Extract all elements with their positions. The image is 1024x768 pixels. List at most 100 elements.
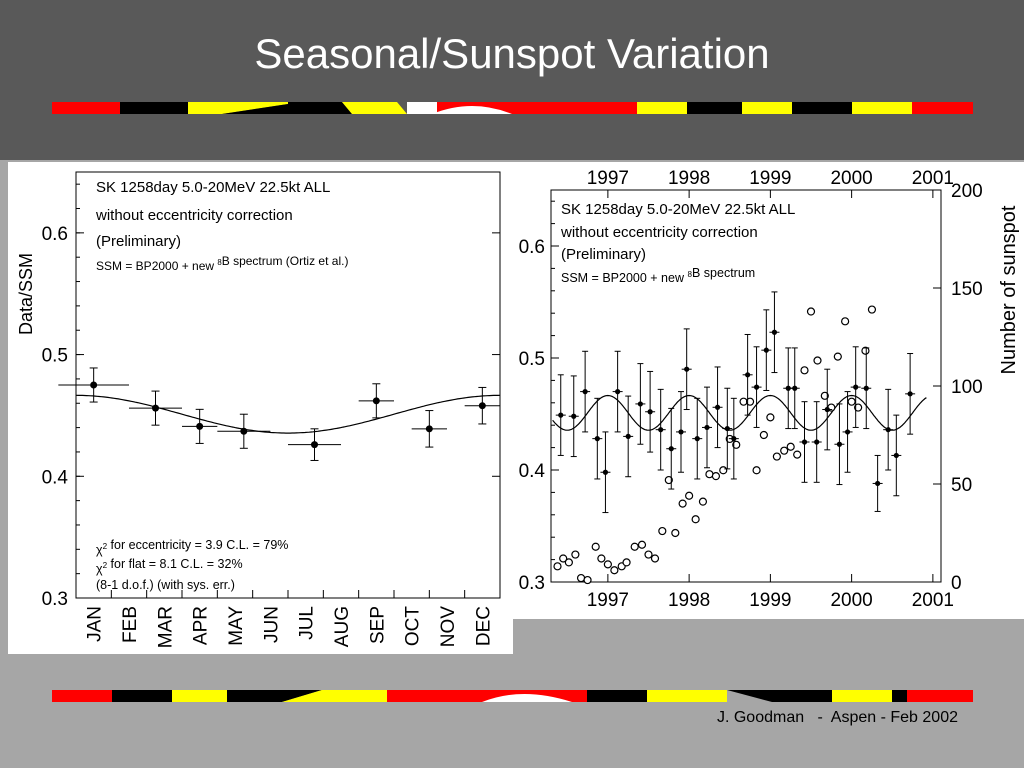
chi-square-notes: χ2 for eccentricity = 3.9 C.L. = 79%χ2 f… (96, 538, 288, 592)
sunspot-point (813, 356, 822, 365)
x-tick-label: 1999 (749, 590, 791, 611)
data-point (58, 367, 129, 403)
y2-tick-label: 0 (951, 573, 962, 594)
data-point (861, 347, 872, 430)
x-tick-label: 1998 (668, 590, 710, 611)
x-tick-label: JUN (261, 606, 282, 643)
data-point (411, 410, 447, 448)
data-point (692, 397, 703, 480)
x-tick-label: OCT (403, 606, 424, 647)
annotation-line: (Preliminary) (96, 233, 181, 250)
sunspot-point (793, 450, 802, 459)
sunspot-point (559, 554, 568, 563)
data-point (635, 363, 646, 445)
sunspot-point (752, 466, 761, 475)
data-point (555, 374, 566, 456)
data-point (655, 388, 666, 471)
annotation-line: SSM = BP2000 + new 8B spectrum (Ortiz et… (96, 254, 348, 273)
data-point (783, 347, 794, 430)
y2-tick-label: 200 (951, 181, 983, 202)
y-axis-label: Data/SSM (16, 253, 36, 335)
y-tick-labels: 0.3 0.4 0.5 0.6 (519, 200, 559, 594)
sunspot-point (678, 499, 687, 508)
sunspot-point (711, 472, 721, 481)
sunspot-chart: Number of sunspot 0.3 0.4 0.5 0.6 0 50 100 150… (519, 168, 1020, 611)
annotation-line: without eccentricity correction (560, 224, 758, 241)
sunspot-point (597, 554, 606, 563)
x-tick-label-top: 1998 (668, 168, 710, 189)
data-points (555, 291, 916, 514)
annotation-line: SK 1258day 5.0-20MeV 22.5kt ALL (96, 179, 330, 196)
data-point (676, 391, 686, 473)
y2-tick-label: 100 (951, 377, 983, 398)
seasonal-chart-panel: Data/SSM 0.3 0.4 0.5 0.6 JAN FEB MAR APR MAY JUN… (8, 162, 513, 654)
data-point (822, 368, 833, 451)
data-point (761, 309, 772, 391)
x-tick-label: JUL (297, 606, 318, 640)
annotation-line: without eccentricity correction (95, 207, 293, 224)
sunspot-point (847, 397, 856, 406)
sunspot-point (553, 562, 562, 571)
data-point (645, 370, 656, 453)
slide-title: Seasonal/Sunspot Variation (254, 30, 770, 77)
sunspot-point (564, 558, 573, 567)
data-point (217, 413, 271, 449)
seasonal-chart: Data/SSM 0.3 0.4 0.5 0.6 JAN FEB MAR APR MAY JUN… (16, 171, 501, 648)
sunspot-point (583, 575, 592, 585)
data-point (129, 390, 182, 426)
data-point (905, 353, 916, 435)
y-tick-label: 0.5 (42, 346, 68, 367)
sunspot-point (732, 440, 741, 449)
sunspot-point (854, 403, 863, 412)
x-tick-label: 2001 (912, 590, 954, 611)
x-tick-label: 2000 (830, 590, 872, 611)
annotations: SK 1258day 5.0-20MeV 22.5kt ALL without e… (95, 179, 348, 273)
data-point (712, 366, 723, 449)
data-point (842, 391, 853, 473)
data-point (850, 346, 861, 428)
x-tick-label: SEP (367, 606, 388, 644)
footer-credit: J. Goodman - Aspen - Feb 2002 (716, 709, 958, 726)
sunspot-point (698, 497, 708, 506)
sunspot-point (650, 554, 660, 563)
sunspot-point (571, 550, 580, 559)
x-tick-labels: JAN FEB MAR APR MAY JUN JUL AUG SEP OCT NOV DEC (75, 590, 494, 648)
x-tick-label-top: 1999 (749, 168, 791, 189)
data-point (751, 346, 762, 428)
x-tick-label: DEC (473, 606, 494, 646)
sunspot-point (658, 526, 667, 536)
data-point (891, 414, 902, 497)
y2-axis-label: Number of sunspot (998, 205, 1020, 374)
x-tick-label: NOV (438, 606, 459, 648)
data-point (722, 387, 733, 470)
title-band (0, 0, 1024, 160)
data-point (623, 395, 634, 478)
y-tick-label: 0.3 (519, 573, 545, 594)
data-point (568, 375, 579, 458)
data-point (600, 431, 611, 514)
sunspot-point (685, 491, 694, 500)
sunspot-point (780, 446, 789, 455)
sunspot-chart-panel: Number of sunspot 0.3 0.4 0.5 0.6 0 50 100 150… (513, 162, 1024, 619)
data-point (592, 397, 603, 480)
sunspot-point (664, 475, 673, 485)
chi-note: χ2 for flat = 8.1 C.L. = 32% (96, 557, 243, 576)
sunspot-point (766, 413, 775, 422)
y2-tick-label: 50 (951, 475, 972, 496)
y-tick-label: 0.3 (42, 589, 68, 610)
data-point (872, 454, 883, 512)
x-tick-label-top: 2000 (830, 168, 872, 189)
data-point (728, 397, 739, 480)
sunspot-point (591, 542, 600, 551)
data-point (883, 388, 894, 471)
data-point (799, 401, 810, 483)
eccentricity-curve (552, 394, 927, 431)
x-tick-label-top: 2001 (912, 168, 954, 189)
data-point (702, 386, 712, 469)
decorative-stripe-bottom (52, 690, 973, 702)
x-tick-label: MAY (226, 606, 247, 646)
data-point (742, 333, 753, 416)
sunspot-point (630, 542, 639, 551)
chi-note: (8-1 d.o.f.) (with sys. err.) (96, 578, 235, 592)
sunspot-point (772, 452, 781, 461)
